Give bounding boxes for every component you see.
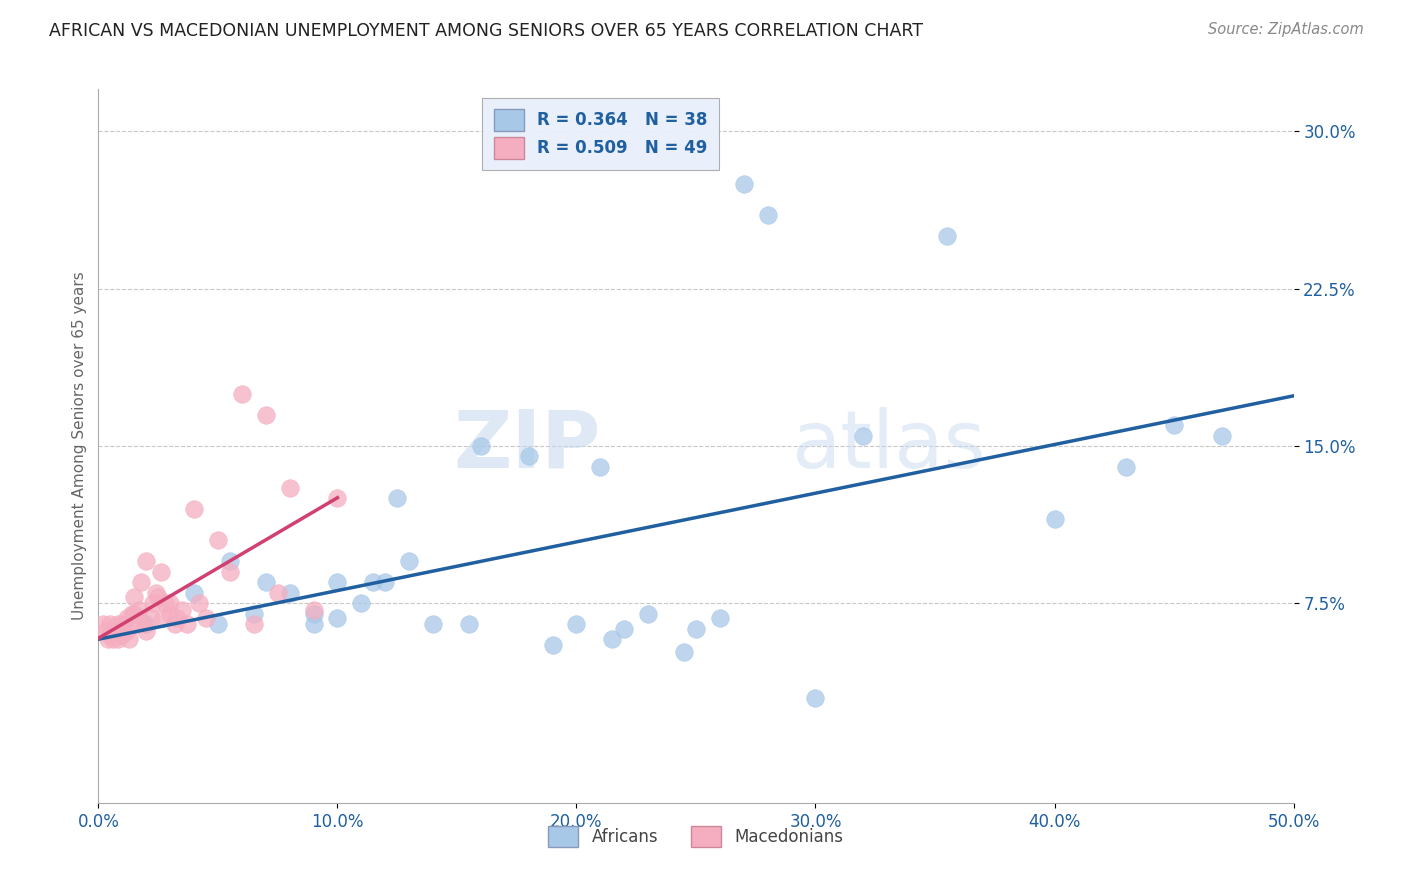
Point	[422, 617, 444, 632]
Point	[115, 624, 138, 638]
Point	[121, 607, 143, 621]
Point	[804, 690, 827, 705]
Point	[98, 628, 122, 642]
Point	[852, 428, 875, 442]
Point	[254, 408, 277, 422]
Text: AFRICAN VS MACEDONIAN UNEMPLOYMENT AMONG SENIORS OVER 65 YEARS CORRELATION CHART: AFRICAN VS MACEDONIAN UNEMPLOYMENT AMONG…	[49, 22, 924, 40]
Point	[302, 617, 325, 632]
Point	[733, 177, 755, 191]
Point	[302, 603, 325, 617]
Text: ZIP: ZIP	[453, 407, 600, 485]
Point	[517, 450, 540, 464]
Text: atlas: atlas	[792, 407, 986, 485]
Point	[101, 632, 124, 646]
Point	[155, 596, 177, 610]
Point	[125, 617, 148, 632]
Point	[187, 596, 209, 610]
Point	[685, 622, 707, 636]
Point	[139, 611, 162, 625]
Point	[243, 607, 266, 621]
Point	[94, 624, 117, 638]
Legend: Africans, Macedonians: Africans, Macedonians	[537, 814, 855, 859]
Point	[756, 208, 779, 222]
Point	[254, 575, 277, 590]
Point	[326, 491, 349, 506]
Point	[183, 586, 205, 600]
Point	[115, 611, 138, 625]
Point	[326, 575, 349, 590]
Y-axis label: Unemployment Among Seniors over 65 years: Unemployment Among Seniors over 65 years	[72, 272, 87, 620]
Point	[148, 590, 170, 604]
Point	[1163, 417, 1185, 432]
Point	[709, 611, 731, 625]
Point	[541, 639, 564, 653]
Point	[278, 586, 301, 600]
Point	[135, 624, 157, 638]
Point	[398, 554, 420, 568]
Point	[142, 596, 165, 610]
Point	[326, 611, 349, 625]
Point	[1211, 428, 1233, 442]
Point	[124, 590, 146, 604]
Point	[91, 617, 114, 632]
Point	[243, 617, 266, 632]
Point	[207, 617, 229, 632]
Point	[602, 632, 624, 646]
Point	[108, 628, 131, 642]
Point	[207, 533, 229, 548]
Point	[135, 554, 157, 568]
Point	[637, 607, 659, 621]
Point	[163, 617, 186, 632]
Point	[131, 575, 153, 590]
Point	[195, 611, 218, 625]
Text: Source: ZipAtlas.com: Source: ZipAtlas.com	[1208, 22, 1364, 37]
Point	[565, 617, 588, 632]
Point	[111, 617, 134, 632]
Point	[231, 386, 253, 401]
Point	[172, 603, 194, 617]
Point	[124, 607, 146, 621]
Point	[374, 575, 396, 590]
Point	[385, 491, 409, 506]
Point	[132, 617, 155, 632]
Point	[278, 481, 301, 495]
Point	[97, 632, 120, 646]
Point	[104, 624, 127, 638]
Point	[613, 622, 636, 636]
Point	[111, 628, 134, 642]
Point	[350, 596, 373, 610]
Point	[107, 632, 129, 646]
Point	[470, 439, 492, 453]
Point	[107, 617, 129, 632]
Point	[98, 617, 122, 632]
Point	[166, 611, 188, 625]
Point	[458, 617, 481, 632]
Point	[118, 632, 141, 646]
Point	[159, 607, 181, 621]
Point	[135, 617, 157, 632]
Point	[176, 617, 198, 632]
Point	[219, 554, 242, 568]
Point	[152, 611, 174, 625]
Point	[363, 575, 385, 590]
Point	[159, 596, 181, 610]
Point	[128, 603, 150, 617]
Point	[589, 460, 612, 475]
Point	[145, 586, 167, 600]
Point	[149, 565, 172, 579]
Point	[673, 645, 696, 659]
Point	[936, 229, 959, 244]
Point	[219, 565, 242, 579]
Point	[1043, 512, 1066, 526]
Point	[302, 607, 325, 621]
Point	[1115, 460, 1137, 475]
Point	[267, 586, 290, 600]
Point	[183, 502, 205, 516]
